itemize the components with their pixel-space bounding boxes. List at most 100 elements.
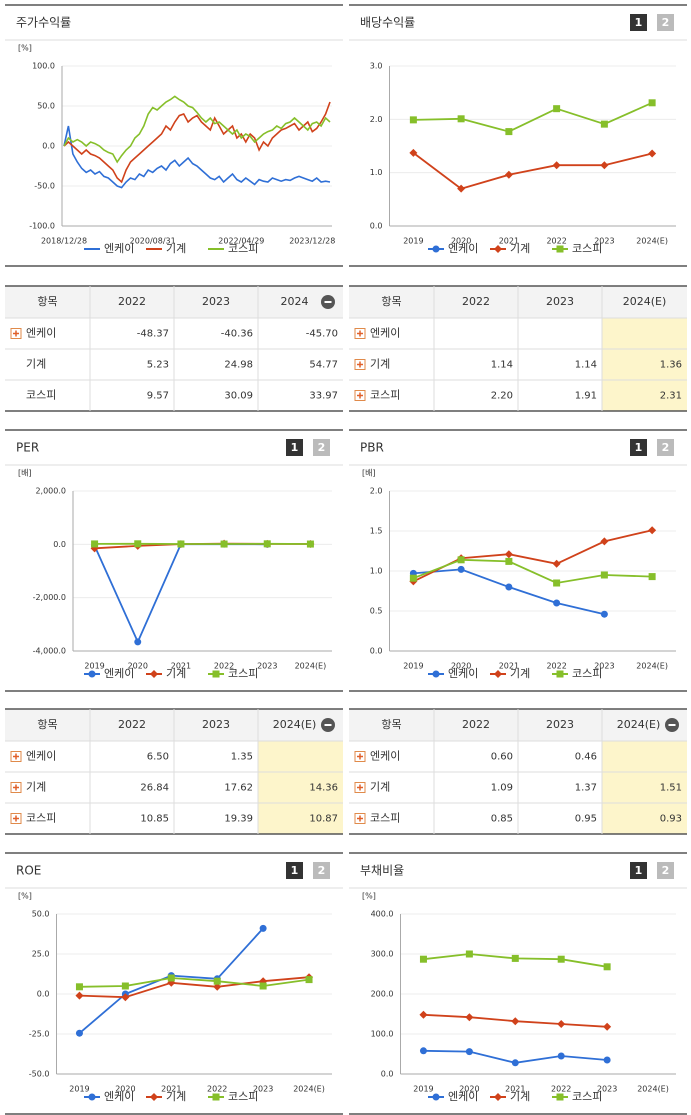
pager-label[interactable]: 1 <box>635 441 643 454</box>
cell-value: 9.57 <box>147 391 169 402</box>
marker <box>600 537 609 546</box>
pager-label[interactable]: 2 <box>318 864 326 877</box>
pager-button[interactable] <box>286 439 303 456</box>
column-header: 2024 <box>281 295 309 308</box>
cell-value: -40.36 <box>221 329 253 340</box>
cell-value: 1.91 <box>575 391 597 402</box>
legend-label: 코스피 <box>228 242 258 255</box>
series-line <box>413 558 653 584</box>
column-header: 항목 <box>37 718 57 731</box>
column-header: 2024(E) <box>617 718 661 731</box>
marker <box>432 245 440 253</box>
pager-button[interactable] <box>313 439 330 456</box>
legend-label: 코스피 <box>572 667 602 680</box>
y-tick-label: 0.0 <box>381 1070 394 1079</box>
legend-label: 엔케이 <box>448 667 478 680</box>
panel-title: PER <box>16 441 39 455</box>
legend-label: 엔케이 <box>448 1090 478 1103</box>
x-tick-label: 2022 <box>551 1085 571 1094</box>
legend-label: 코스피 <box>228 667 258 680</box>
marker <box>648 526 657 535</box>
pager-button[interactable] <box>657 439 674 456</box>
y-tick-label: 100.0 <box>371 1030 394 1039</box>
panel-title: ROE <box>16 864 41 878</box>
y-tick-label: -50.0 <box>29 1070 50 1079</box>
marker <box>213 977 221 985</box>
x-tick-label: 2019 <box>84 662 104 671</box>
marker <box>419 1010 428 1019</box>
cell-value: 1.36 <box>660 360 682 371</box>
marker <box>432 1093 440 1101</box>
pager-button[interactable] <box>657 862 674 879</box>
series-line <box>63 95 331 164</box>
series-line <box>413 529 653 583</box>
cell-value: 1.09 <box>491 783 513 794</box>
pager-label[interactable]: 1 <box>291 441 299 454</box>
cell-value: 2.31 <box>660 391 682 402</box>
column-header: 항목 <box>381 295 401 308</box>
pager-button[interactable] <box>313 862 330 879</box>
x-tick-label: 2020 <box>451 662 471 671</box>
marker <box>557 1052 565 1060</box>
row-name: 엔케이 <box>370 327 400 340</box>
pager-label[interactable]: 1 <box>291 864 299 877</box>
x-tick-label: 2024(E) <box>295 662 327 671</box>
series-line <box>63 125 331 189</box>
marker <box>409 574 417 582</box>
expand-icon-plus <box>13 330 19 337</box>
marker <box>306 540 314 548</box>
legend-label: 엔케이 <box>104 1090 134 1103</box>
marker <box>511 954 519 962</box>
column-header: 2022 <box>118 295 146 308</box>
y-tick-label: 2.0 <box>370 487 383 496</box>
marker <box>75 983 83 991</box>
marker <box>457 556 465 564</box>
pager-button[interactable] <box>286 862 303 879</box>
series-line <box>413 568 605 616</box>
y-tick-label: 0.5 <box>370 607 383 616</box>
marker <box>409 148 418 157</box>
cell-value: 33.97 <box>309 391 338 402</box>
marker <box>457 565 465 573</box>
x-tick-label: 2023 <box>594 662 614 671</box>
x-tick-label: 2020 <box>115 1085 135 1094</box>
y-tick-label: -100.0 <box>29 222 55 231</box>
pager-label[interactable]: 1 <box>635 864 643 877</box>
unit-label: [%] <box>18 44 32 53</box>
cell-value: 5.23 <box>147 360 169 371</box>
cell-value: 26.84 <box>140 783 169 794</box>
marker <box>409 116 417 124</box>
legend-label: 기계 <box>510 667 530 680</box>
pager-button[interactable] <box>630 439 647 456</box>
pager-label[interactable]: 2 <box>662 441 670 454</box>
x-tick-label: 2022/04/29 <box>218 237 264 246</box>
legend-label: 코스피 <box>572 1090 602 1103</box>
pager-button[interactable] <box>630 862 647 879</box>
marker <box>305 976 313 984</box>
marker <box>213 982 222 991</box>
pager-label[interactable]: 1 <box>635 16 643 29</box>
y-tick-label: 0.0 <box>370 647 383 656</box>
pager-button[interactable] <box>630 14 647 31</box>
pager-label[interactable]: 2 <box>662 16 670 29</box>
legend-label: 엔케이 <box>104 242 134 255</box>
pager-label[interactable]: 2 <box>318 441 326 454</box>
panel-title: 주가수익률 <box>16 16 71 30</box>
cell-value: 0.46 <box>575 752 597 763</box>
cell-value: 30.09 <box>224 391 253 402</box>
cell-value: 10.85 <box>140 814 169 825</box>
x-tick-label: 2023 <box>594 237 614 246</box>
x-tick-label: 2022 <box>546 237 566 246</box>
x-tick-label: 2021 <box>499 237 519 246</box>
marker <box>150 670 158 678</box>
pager-button[interactable] <box>657 14 674 31</box>
x-tick-label: 2022 <box>214 662 234 671</box>
pager-label[interactable]: 2 <box>662 864 670 877</box>
cell-value: 54.77 <box>309 360 338 371</box>
column-header: 2022 <box>462 718 490 731</box>
x-tick-label: 2023 <box>597 1085 617 1094</box>
cell-value: 24.98 <box>224 360 253 371</box>
x-tick-label: 2023 <box>257 662 277 671</box>
column-header: 2023 <box>202 295 230 308</box>
